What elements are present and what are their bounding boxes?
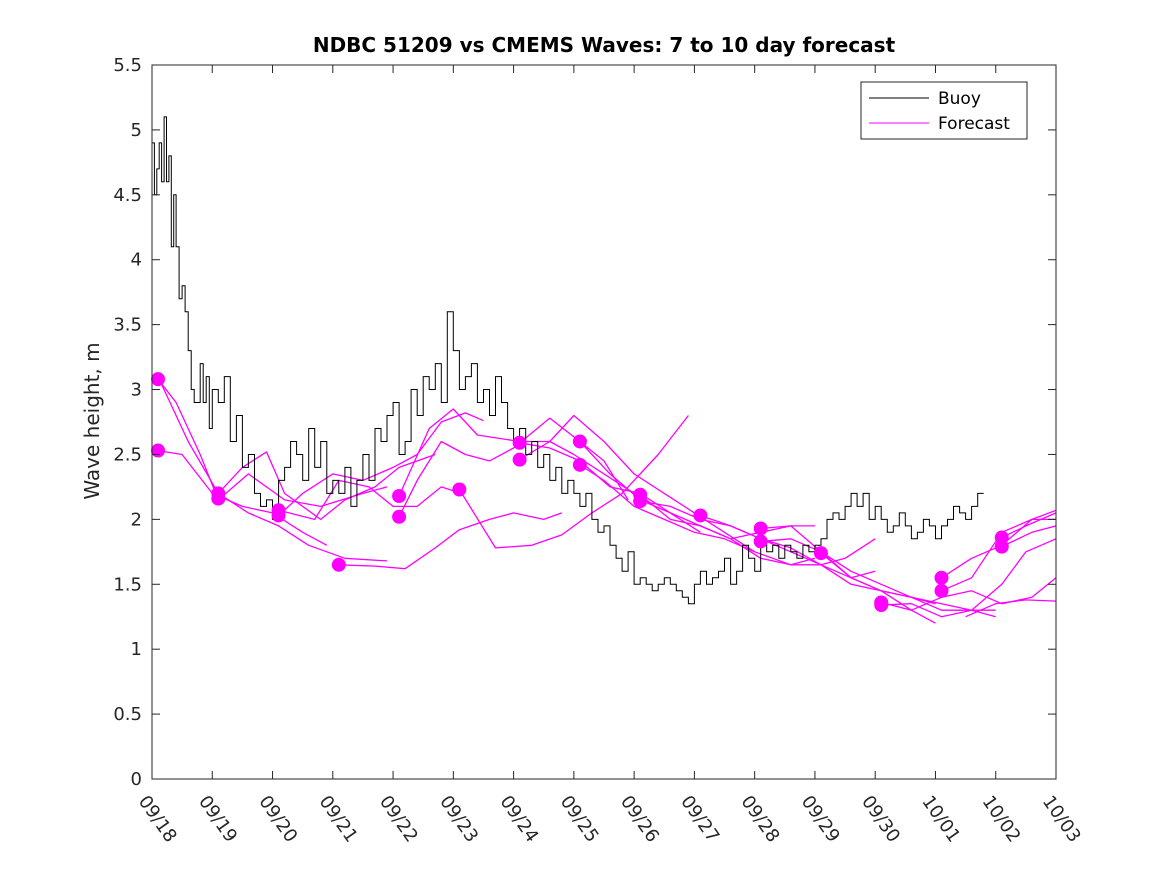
x-tick-label: 09/26 — [616, 792, 663, 847]
x-tick-label: 10/03 — [1038, 792, 1085, 847]
y-tick-label: 2 — [131, 509, 142, 530]
x-tick-label: 09/30 — [857, 792, 904, 847]
legend-forecast-label: Forecast — [938, 114, 1010, 134]
forecast-line-21 — [881, 538, 1056, 618]
forecast-marker — [934, 583, 949, 598]
plot-frame — [151, 64, 1057, 780]
y-tick-label: 3 — [131, 380, 142, 401]
forecast-marker — [633, 494, 648, 509]
x-tick-label: 09/25 — [556, 792, 603, 847]
legend-buoy-label: Buoy — [938, 89, 981, 109]
x-tick-label: 09/21 — [315, 792, 362, 847]
x-tick-label: 09/23 — [435, 792, 482, 847]
x-tick-label: 09/28 — [737, 792, 784, 847]
y-tick-label: 3.5 — [113, 315, 142, 336]
forecast-line-26 — [1001, 525, 1056, 548]
y-tick-label: 5.5 — [113, 55, 142, 76]
buoy-line — [152, 116, 984, 605]
forecast-line-22 — [881, 577, 1056, 611]
forecast-marker — [753, 521, 768, 536]
x-tick-label: 09/20 — [254, 792, 301, 847]
chart-title: NDBC 51209 vs CMEMS Waves: 7 to 10 day f… — [313, 33, 896, 57]
forecast-marker — [452, 482, 467, 497]
forecast-marker — [934, 570, 949, 585]
x-tick-label: 09/29 — [797, 792, 844, 847]
y-tick-label: 4 — [131, 250, 142, 271]
x-tick-label: 09/19 — [194, 792, 241, 847]
forecast-line-7 — [338, 512, 563, 570]
legend: Buoy Forecast — [860, 81, 1028, 140]
x-tick-label: 09/27 — [676, 792, 723, 847]
forecast-marker — [994, 539, 1009, 554]
y-tick-label: 2.5 — [113, 444, 142, 465]
x-tick-label: 10/02 — [978, 792, 1025, 847]
series-layer — [152, 116, 1056, 624]
forecast-line-10 — [458, 415, 689, 549]
forecast-marker — [874, 598, 889, 613]
y-tick-label: 1.5 — [113, 574, 142, 595]
forecast-marker — [572, 457, 587, 472]
forecast-line-27 — [965, 599, 1056, 618]
forecast-marker — [271, 508, 286, 523]
x-tick-label: 09/24 — [496, 792, 543, 847]
x-tick-label: 09/18 — [134, 792, 181, 847]
plot-area — [152, 65, 1056, 779]
forecast-marker — [392, 488, 407, 503]
y-axis: 0 0.5 1 1.5 2 2.5 3 3.5 4 4.5 5 5.5 — [113, 55, 1056, 790]
forecast-line-25 — [1001, 512, 1056, 539]
forecast-marker — [151, 443, 166, 458]
y-tick-label: 1 — [131, 639, 142, 660]
forecast-line-2 — [157, 376, 388, 562]
forecast-marker — [512, 452, 527, 467]
forecast-marker — [151, 372, 166, 387]
forecast-marker — [392, 509, 407, 524]
forecast-line-1 — [157, 449, 328, 546]
forecast-line-5 — [278, 479, 454, 521]
forecast-line-9 — [398, 417, 629, 518]
forecast-line-6 — [278, 412, 484, 516]
y-tick-label: 5 — [131, 120, 142, 141]
forecast-line-12 — [519, 414, 756, 553]
forecast-marker — [813, 546, 828, 561]
forecast-marker — [693, 508, 708, 523]
forecast-marker — [211, 491, 226, 506]
forecast-markers — [151, 372, 1009, 613]
legend-box — [860, 81, 1028, 140]
x-tick-label: 09/22 — [375, 792, 422, 847]
forecast-marker — [331, 557, 346, 572]
forecast-line-14 — [579, 464, 816, 566]
forecast-line-4 — [217, 451, 436, 521]
y-tick-label: 4.5 — [113, 185, 142, 206]
forecast-marker — [512, 435, 527, 450]
forecast-marker — [753, 534, 768, 549]
y-tick-label: 0.5 — [113, 704, 142, 725]
x-tick-label: 10/01 — [917, 792, 964, 847]
y-axis-label: Wave height, m — [80, 342, 104, 499]
forecast-line-18 — [760, 525, 996, 618]
forecast-marker — [572, 434, 587, 449]
y-tick-label: 0 — [131, 769, 142, 790]
